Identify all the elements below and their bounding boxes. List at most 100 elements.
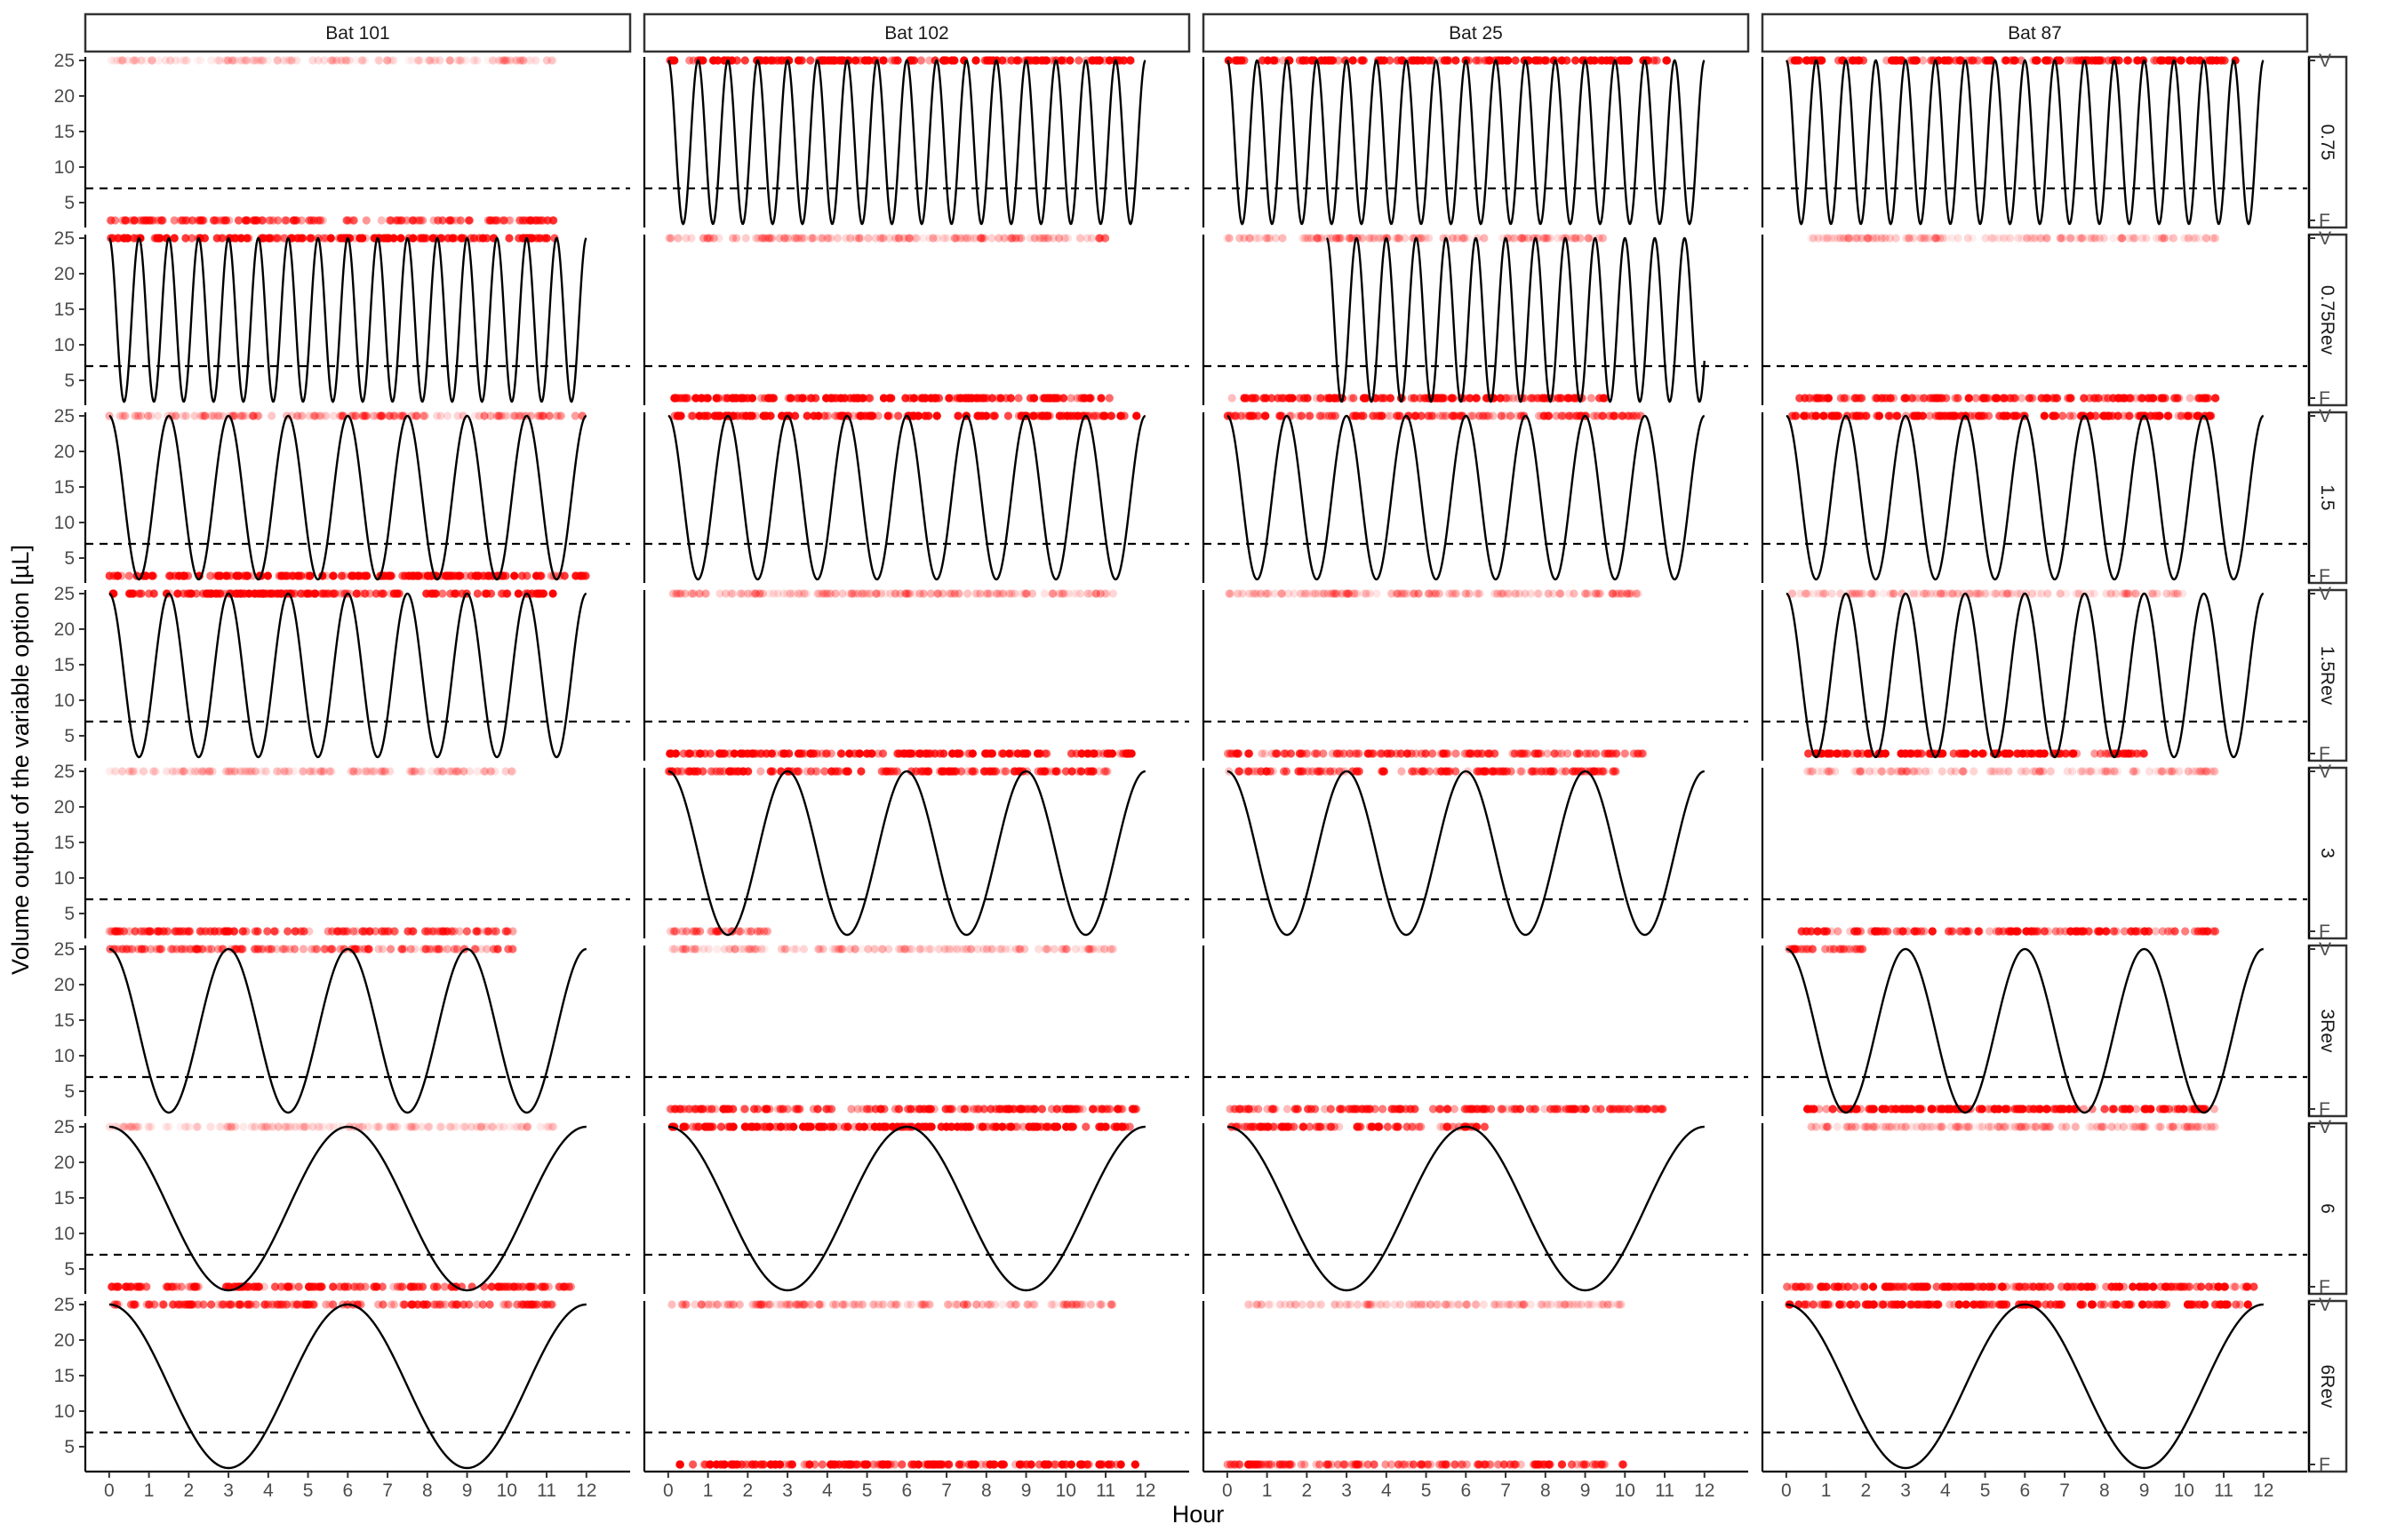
data-point [414, 571, 422, 579]
data-point [386, 571, 394, 579]
data-point [1569, 411, 1577, 419]
data-point [1975, 927, 1983, 935]
data-point [832, 411, 840, 419]
data-point [679, 927, 687, 935]
data-point [1909, 234, 1917, 242]
data-point [1803, 767, 1811, 775]
data-point [1939, 589, 1947, 597]
data-point [1041, 589, 1049, 597]
column-strip-label: Bat 101 [325, 23, 389, 44]
data-point [224, 927, 232, 935]
data-point [1842, 394, 1850, 402]
data-point [1824, 749, 1832, 757]
data-point [2102, 927, 2110, 935]
data-point [1463, 749, 1471, 757]
data-point [2027, 394, 2035, 402]
data-point [2079, 927, 2087, 935]
data-point [1489, 767, 1497, 775]
data-point [1587, 56, 1595, 64]
data-point [1051, 945, 1059, 953]
data-point [1332, 749, 1340, 757]
data-point [1435, 1105, 1443, 1113]
data-point [486, 216, 494, 224]
data-point [515, 589, 523, 597]
data-point [240, 571, 248, 579]
data-point [390, 56, 398, 64]
data-point [454, 571, 462, 579]
data-point [549, 589, 557, 597]
data-point [1350, 1105, 1358, 1113]
data-point [1473, 589, 1481, 597]
data-point [690, 589, 698, 597]
data-point [1939, 234, 1947, 242]
data-point [699, 767, 707, 775]
data-point [358, 234, 366, 242]
data-point [236, 767, 244, 775]
data-point [396, 234, 404, 242]
data-point [264, 945, 272, 953]
data-point [1872, 394, 1880, 402]
point-band [665, 234, 1109, 242]
data-point [372, 927, 380, 935]
data-point [1541, 56, 1549, 64]
data-point [1435, 394, 1443, 402]
data-point [1418, 749, 1426, 757]
data-point [475, 411, 483, 419]
data-point [1569, 1105, 1577, 1113]
data-point [933, 234, 941, 242]
data-point [2113, 927, 2121, 935]
point-band [106, 571, 590, 579]
data-point [345, 56, 353, 64]
data-point [2184, 234, 2192, 242]
data-point [2129, 234, 2137, 242]
data-point [148, 56, 156, 64]
data-point [2170, 1105, 2178, 1113]
data-point [499, 589, 507, 597]
data-point [146, 927, 154, 935]
data-point [169, 945, 177, 953]
row-strip-label: 3Rev [2317, 1009, 2337, 1053]
data-point [1379, 767, 1387, 775]
data-point [180, 411, 188, 419]
data-point [1587, 394, 1595, 402]
data-point [1014, 56, 1022, 64]
panel-bat-101-0.75rev [107, 234, 587, 402]
data-point [1880, 589, 1888, 597]
data-point [944, 1105, 952, 1113]
data-point [171, 234, 179, 242]
data-point [1507, 767, 1515, 775]
data-point [1994, 234, 2002, 242]
data-point [1037, 767, 1045, 775]
data-point [1226, 1105, 1234, 1113]
data-point [490, 945, 498, 953]
data-point [711, 1105, 719, 1113]
data-point [1626, 1105, 1634, 1113]
data-point [691, 749, 699, 757]
data-point [2155, 411, 2163, 419]
point-band [1797, 927, 2219, 935]
data-point [671, 945, 679, 953]
data-point [1127, 56, 1135, 64]
data-point [1965, 927, 1973, 935]
data-point [1964, 234, 1972, 242]
data-point [2007, 56, 2015, 64]
data-point [1818, 56, 1826, 64]
data-point [472, 927, 480, 935]
data-point [740, 1105, 748, 1113]
data-point [1075, 56, 1083, 64]
row-strip-label: 0.75Rev [2317, 285, 2337, 355]
data-point [1902, 234, 1910, 242]
data-point [536, 234, 544, 242]
data-point [1551, 749, 1559, 757]
data-point [910, 394, 918, 402]
data-point [1797, 927, 1805, 935]
data-point [162, 767, 170, 775]
data-point [108, 56, 116, 64]
data-point [106, 571, 114, 579]
data-point [893, 749, 901, 757]
data-point [2026, 1105, 2034, 1113]
point-band [1226, 1105, 1666, 1113]
data-point [1272, 1105, 1280, 1113]
data-point [205, 767, 213, 775]
